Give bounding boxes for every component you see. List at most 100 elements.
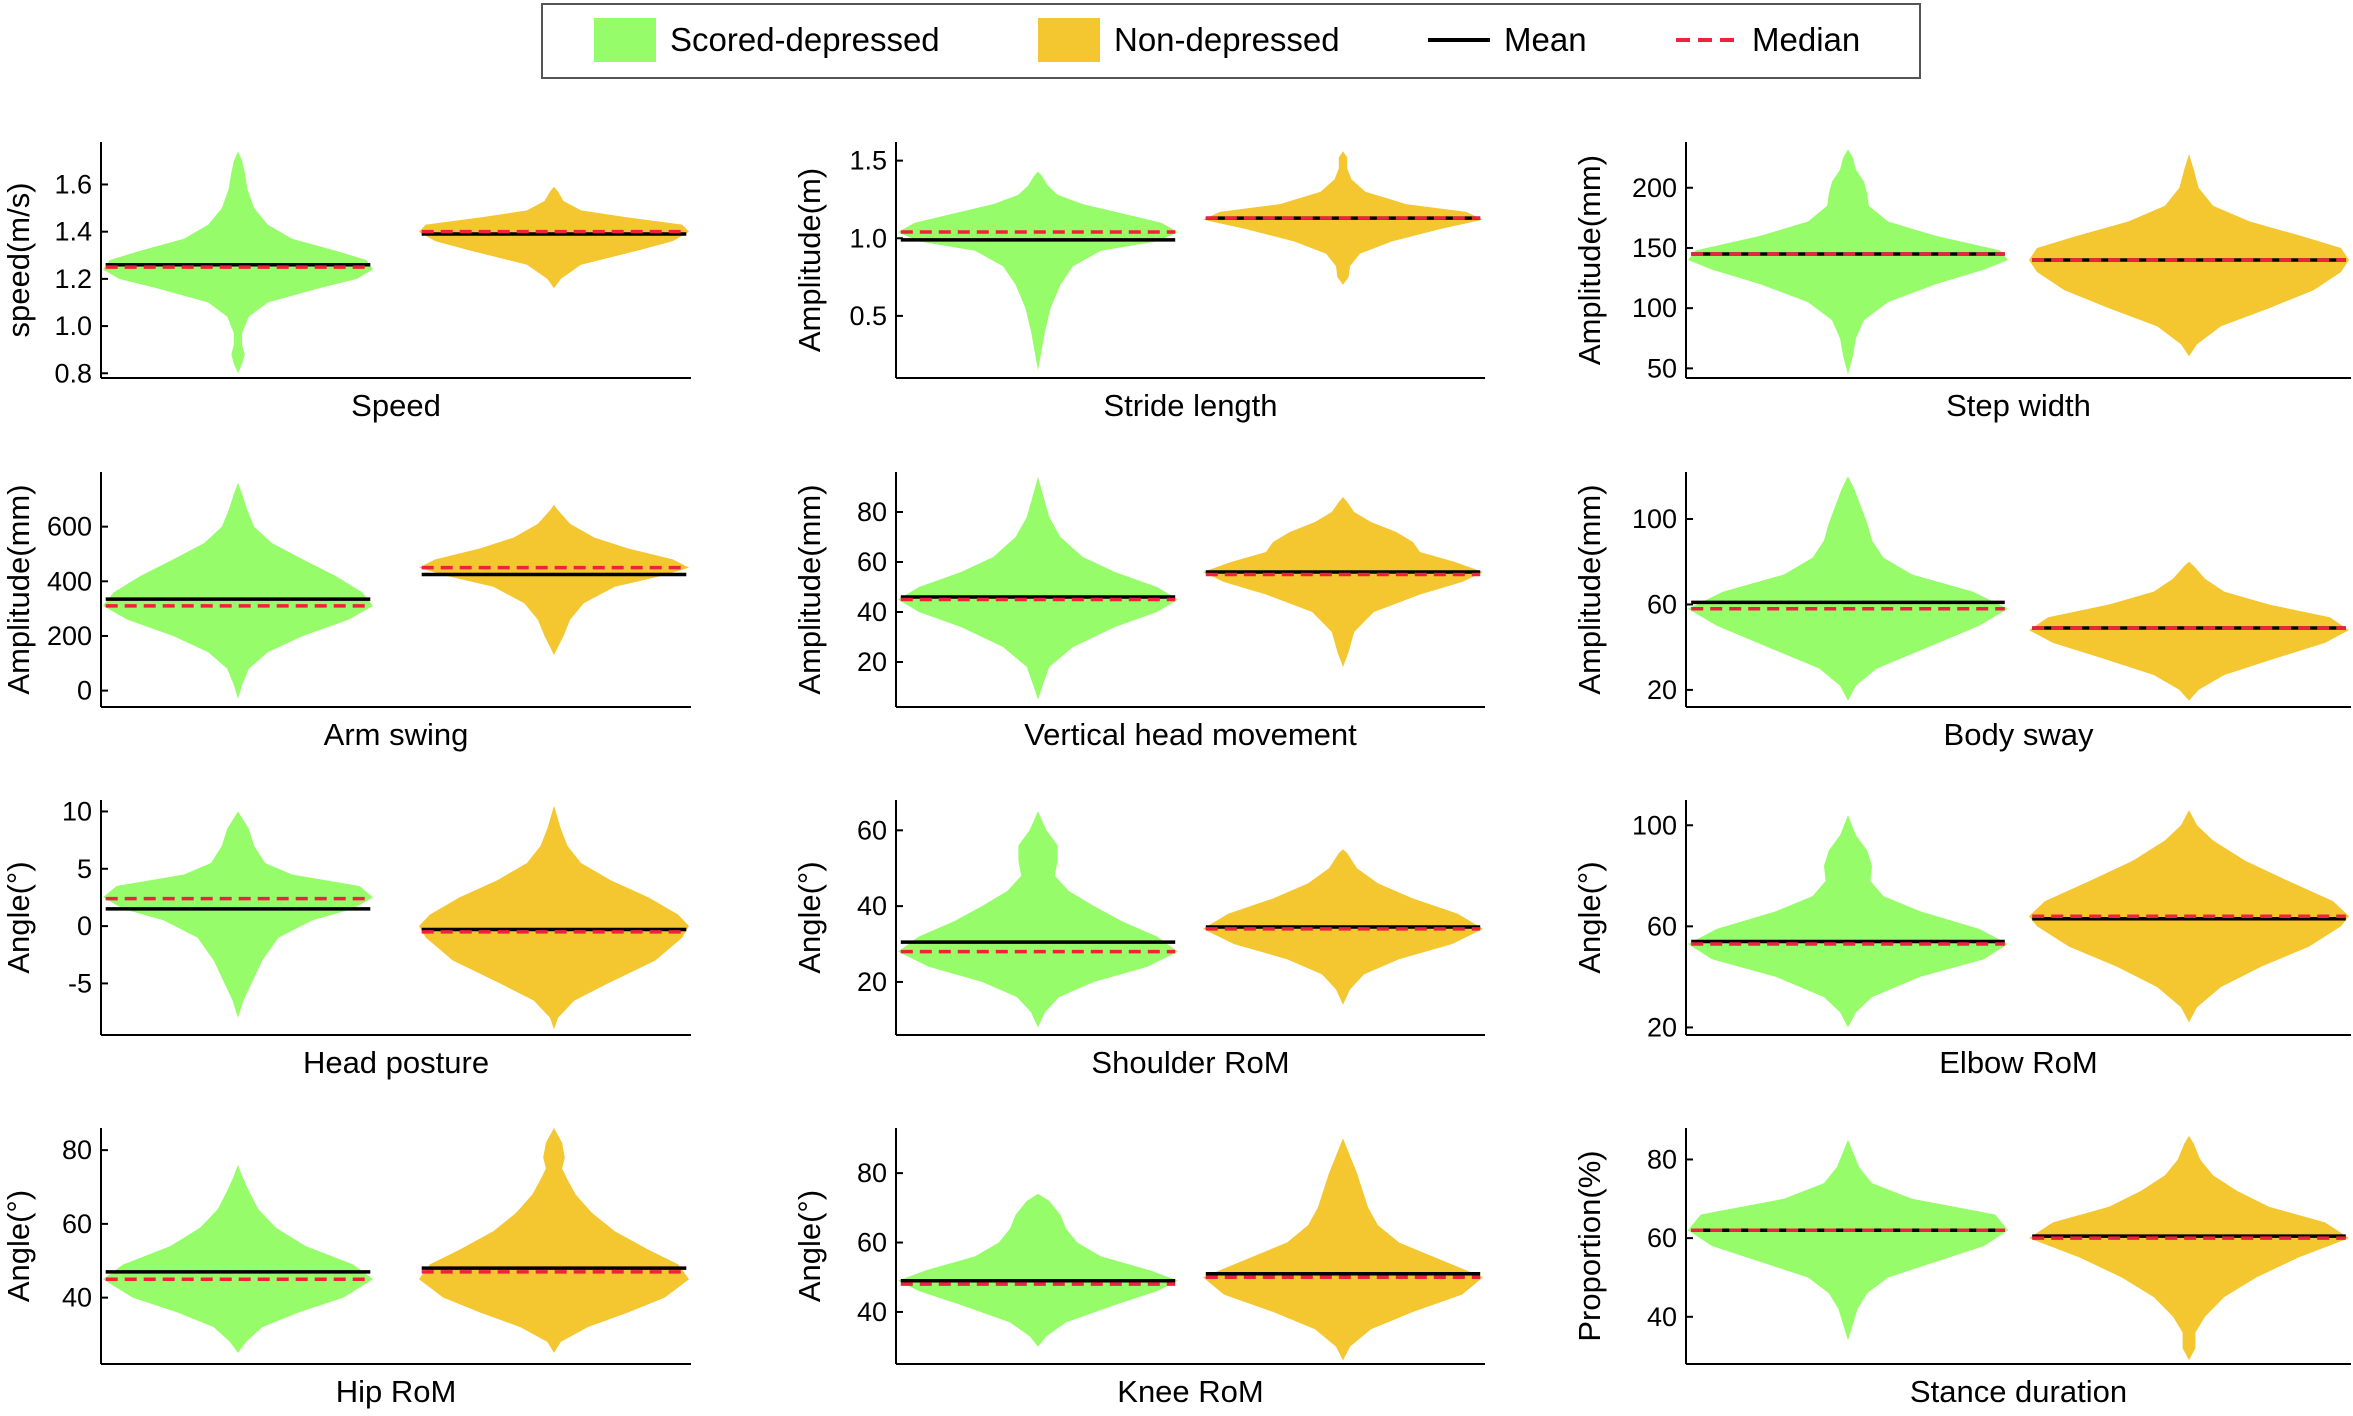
- y-axis-label: Angle(°): [792, 1190, 827, 1302]
- y-tick-label: 0.5: [849, 301, 887, 331]
- panel-title: Stride length: [1103, 388, 1277, 423]
- panel-head-posture: -5 0 5 10 Angle(°) Head posture: [1, 796, 691, 1080]
- y-tick-label: 40: [857, 597, 887, 627]
- legend-box: [541, 3, 1921, 79]
- violin-non-depressed: [419, 504, 689, 656]
- violin-scored-depressed: [103, 811, 373, 1018]
- panels: 0.8 1.0 1.2 1.4 1.6 speed(m/s) Speed 0.5 1.0 1.5 A…: [1, 142, 2351, 1409]
- y-tick-label: 20: [857, 967, 887, 997]
- y-tick-label: 100: [1632, 810, 1677, 840]
- y-tick-label: 80: [857, 1158, 887, 1188]
- panel-vertical-head-movement: 20 40 60 80 Amplitude(mm) Vertical head movem…: [792, 472, 1485, 752]
- panel-speed: 0.8 1.0 1.2 1.4 1.6 speed(m/s) Speed: [1, 142, 691, 423]
- legend-label-mean: Mean: [1504, 21, 1587, 58]
- legend-label-median: Median: [1752, 21, 1860, 58]
- panel-stance-duration: 40 60 80 Proportion(%) Stance duration: [1572, 1128, 2351, 1409]
- y-tick-label: 50: [1647, 353, 1677, 383]
- y-tick-label: 80: [62, 1135, 92, 1165]
- y-axis-label: Amplitude(m): [792, 168, 827, 352]
- panel-shoulder-rom: 20 40 60 Angle(°) Shoulder RoM: [792, 800, 1485, 1080]
- violin-non-depressed: [419, 186, 689, 289]
- y-axis-label: Angle(°): [792, 861, 827, 973]
- violin-scored-depressed: [1688, 149, 2008, 375]
- panel-title: Knee RoM: [1117, 1374, 1263, 1409]
- y-tick-label: 100: [1632, 293, 1677, 323]
- legend-item-mean: Mean: [1428, 21, 1587, 58]
- y-tick-label: 200: [47, 621, 92, 651]
- violin-non-depressed: [2029, 561, 2349, 701]
- violin-non-depressed: [1203, 1138, 1483, 1361]
- panel-body-sway: 20 60 100 Amplitude(mm) Body sway: [1572, 472, 2351, 752]
- y-tick-label: 40: [857, 1297, 887, 1327]
- violin-non-depressed: [419, 1128, 689, 1353]
- y-tick-label: 1.2: [54, 264, 92, 294]
- y-tick-label: 60: [1647, 1223, 1677, 1253]
- panel-title: Head posture: [303, 1045, 489, 1080]
- violin-scored-depressed: [1688, 476, 2008, 701]
- y-tick-label: 60: [62, 1209, 92, 1239]
- panel-title: Elbow RoM: [1939, 1045, 2098, 1080]
- y-tick-label: -5: [68, 968, 92, 998]
- panel-step-width: 50 100 150 200 Amplitude(mm) Step width: [1572, 142, 2351, 423]
- y-tick-label: 100: [1632, 504, 1677, 534]
- legend-item-median: Median: [1676, 21, 1860, 58]
- violin-scored-depressed: [898, 477, 1178, 700]
- y-axis-label: Proportion(%): [1572, 1150, 1607, 1341]
- y-tick-label: 600: [47, 512, 92, 542]
- y-tick-label: 60: [857, 815, 887, 845]
- y-tick-label: 20: [1647, 675, 1677, 705]
- panel-knee-rom: 40 60 80 Angle(°) Knee RoM: [792, 1128, 1485, 1409]
- violin-scored-depressed: [1688, 1139, 2008, 1341]
- legend-swatch-non-depressed: [1038, 18, 1100, 62]
- y-tick-label: 200: [1632, 173, 1677, 203]
- y-tick-label: 10: [62, 796, 92, 826]
- y-axis-label: Angle(°): [1572, 861, 1607, 973]
- y-axis-label: Amplitude(mm): [1, 484, 36, 694]
- legend-item-non-depressed: Non-depressed: [1038, 18, 1340, 62]
- y-axis-label: Amplitude(mm): [1572, 484, 1607, 694]
- y-tick-label: 150: [1632, 233, 1677, 263]
- y-axis-label: Angle(°): [1, 861, 36, 973]
- y-tick-label: 80: [1647, 1144, 1677, 1174]
- panel-title: Hip RoM: [336, 1374, 457, 1409]
- y-tick-label: 0: [77, 676, 92, 706]
- y-tick-label: 0.8: [54, 358, 92, 388]
- y-axis-label: Amplitude(mm): [1572, 155, 1607, 365]
- violin-scored-depressed: [898, 1193, 1178, 1347]
- y-tick-label: 1.5: [849, 146, 887, 176]
- panel-title: Vertical head movement: [1024, 717, 1357, 752]
- y-axis-label: Amplitude(mm): [792, 484, 827, 694]
- violin-scored-depressed: [898, 811, 1178, 1028]
- violin-scored-depressed: [898, 171, 1178, 371]
- panel-title: Stance duration: [1910, 1374, 2127, 1409]
- y-tick-label: 20: [857, 647, 887, 677]
- y-axis-label: speed(m/s): [1, 182, 36, 337]
- y-tick-label: 40: [62, 1283, 92, 1313]
- violin-scored-depressed: [1688, 815, 2008, 1028]
- y-tick-label: 40: [1647, 1302, 1677, 1332]
- violin-non-depressed: [1203, 497, 1483, 667]
- panel-arm-swing: 0 200 400 600 Amplitude(mm) Arm swing: [1, 472, 691, 752]
- y-tick-label: 5: [77, 854, 92, 884]
- legend-label-scored-depressed: Scored-depressed: [670, 21, 940, 58]
- panel-elbow-rom: 20 60 100 Angle(°) Elbow RoM: [1572, 800, 2351, 1080]
- y-tick-label: 80: [857, 497, 887, 527]
- panel-stride-length: 0.5 1.0 1.5 Amplitude(m) Stride length: [792, 142, 1485, 423]
- panel-title: Step width: [1946, 388, 2091, 423]
- y-tick-label: 1.4: [54, 217, 92, 247]
- y-tick-label: 0: [77, 911, 92, 941]
- violin-scored-depressed: [103, 482, 373, 699]
- y-tick-label: 1.0: [54, 311, 92, 341]
- panel-title: Speed: [351, 388, 441, 423]
- violin-non-depressed: [2029, 154, 2349, 357]
- y-tick-label: 60: [1647, 589, 1677, 619]
- legend: Scored-depressed Non-depressed Mean Median: [541, 3, 1921, 79]
- panel-hip-rom: 40 60 80 Angle(°) Hip RoM: [1, 1128, 691, 1409]
- y-tick-label: 40: [857, 891, 887, 921]
- y-tick-label: 20: [1647, 1012, 1677, 1042]
- y-tick-label: 60: [857, 1228, 887, 1258]
- legend-swatch-scored-depressed: [594, 18, 656, 62]
- panel-title: Body sway: [1944, 717, 2094, 752]
- y-tick-label: 60: [1647, 911, 1677, 941]
